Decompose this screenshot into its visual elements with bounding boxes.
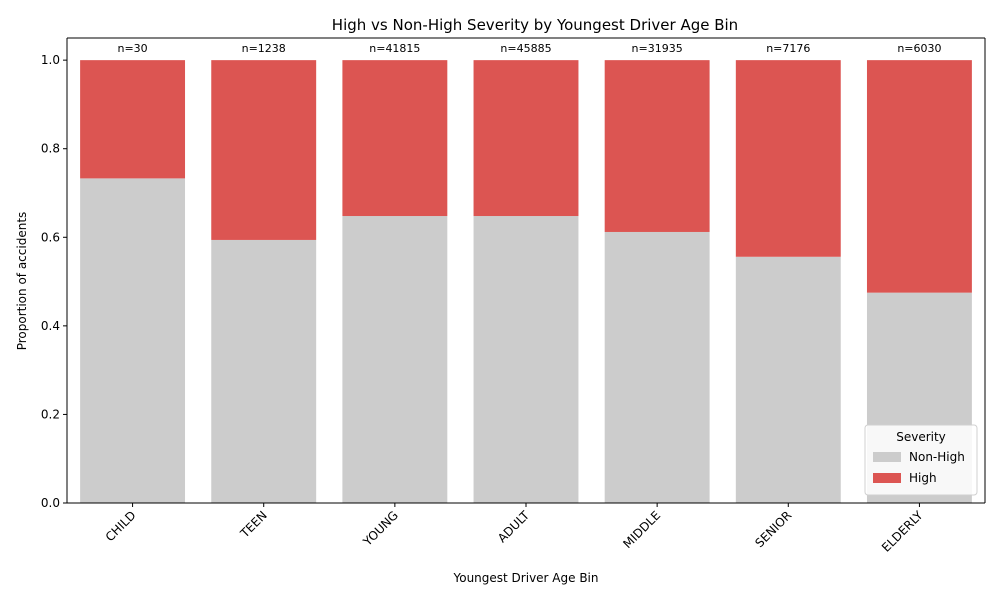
bar-high-adult [473,60,579,217]
legend-swatch [873,452,901,462]
chart-title: High vs Non-High Severity by Youngest Dr… [332,16,738,34]
count-label: n=1238 [242,42,286,55]
y-tick-label: 0.8 [41,142,60,156]
count-label: n=31935 [632,42,683,55]
x-tick-label: MIDDLE [620,508,663,551]
bar-non-high-senior [735,256,841,503]
bar-high-teen [211,60,317,240]
legend-title: Severity [896,430,946,444]
x-tick-label: YOUNG [360,508,401,549]
x-tick-label: ELDERLY [879,508,926,555]
legend: Severity Non-High High [864,424,978,496]
bar-high-senior [735,60,841,257]
bar-high-child [80,60,186,179]
bar-high-middle [604,60,710,232]
y-tick-label: 0.4 [41,319,60,333]
count-label: n=30 [117,42,147,55]
legend-entry: Non-High [909,450,965,464]
y-tick-label: 0.6 [41,230,60,244]
legend-entry: High [909,471,937,485]
x-tick-label: SENIOR [752,508,794,550]
bar-high-elderly [866,60,972,293]
bar-non-high-middle [604,231,710,503]
count-label: n=7176 [766,42,810,55]
bar-non-high-teen [211,239,317,503]
bar-high-young [342,60,448,217]
y-tick-label: 0.0 [41,496,60,510]
count-label: n=45885 [500,42,551,55]
bar-non-high-adult [473,216,579,503]
y-tick-label: 0.2 [41,407,60,421]
legend-swatch [873,473,901,483]
x-tick-label: TEEN [237,508,270,541]
y-tick-label: 1.0 [41,53,60,67]
count-label: n=41815 [369,42,420,55]
plot-area: n=30 n=1238 n=41815 n=45885 n=31935 n=7176 n=6… [41,37,986,555]
x-axis-label: Youngest Driver Age Bin [453,571,599,585]
count-label: n=6030 [897,42,941,55]
bar-non-high-child [80,178,186,503]
x-tick-label: ADULT [495,508,533,546]
bar-non-high-young [342,216,448,503]
y-axis-label: Proportion of accidents [15,212,29,351]
x-tick-label: CHILD [103,508,139,544]
